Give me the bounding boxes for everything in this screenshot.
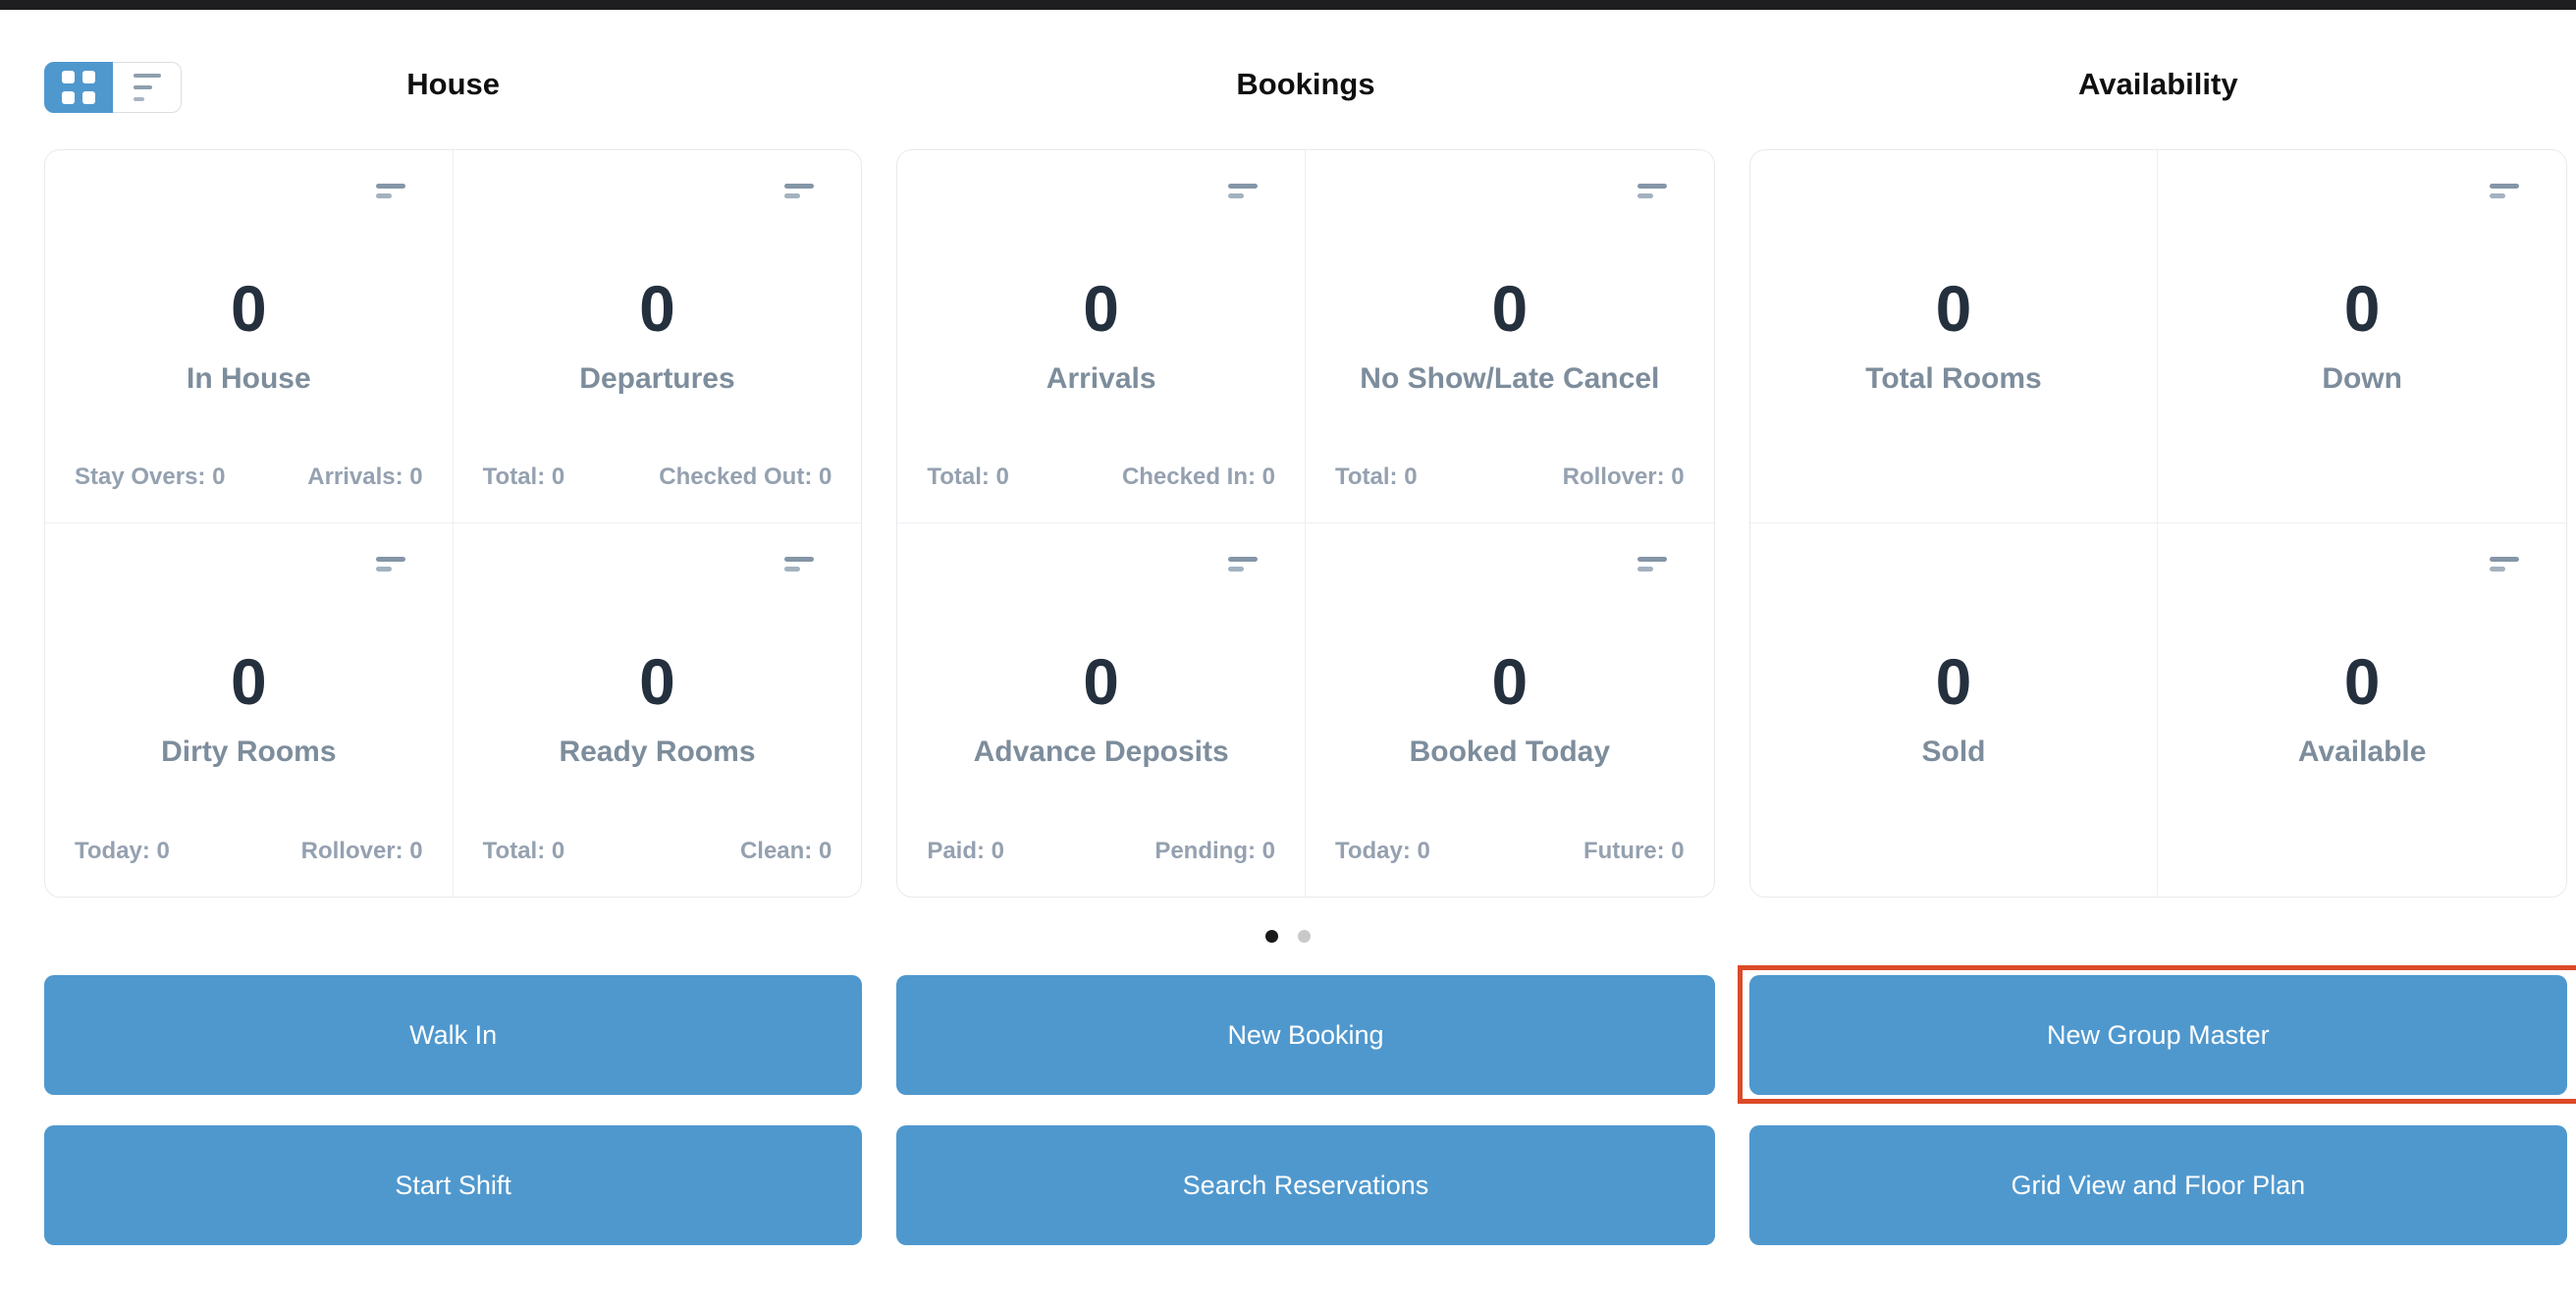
carousel-dot-active[interactable] xyxy=(1265,930,1278,943)
stat-value: 0 xyxy=(1083,272,1120,345)
card-group-availability: 0 Total Rooms 0 Down 0 Sold 0 Available xyxy=(1748,149,2567,898)
stat-label: Dirty Rooms xyxy=(161,736,337,768)
stat-footer-right: Checked Out: 0 xyxy=(659,463,832,490)
stat-label: Advance Deposits xyxy=(973,736,1229,768)
carousel-pagination xyxy=(0,930,2576,943)
start-shift-button[interactable]: Start Shift xyxy=(44,1125,863,1245)
stat-label: Sold xyxy=(1921,736,1986,768)
stat-footer-left: Today: 0 xyxy=(75,838,170,864)
carousel-dot[interactable] xyxy=(1298,930,1311,943)
stat-card-departures[interactable]: 0 Departures Total: 0 Checked Out: 0 xyxy=(453,150,862,523)
list-view-button[interactable] xyxy=(113,62,182,113)
stat-label: Departures xyxy=(579,362,735,395)
stat-value: 0 xyxy=(230,272,267,345)
stat-footer-left: Total: 0 xyxy=(482,463,565,490)
stat-card-no-show-late-cancel[interactable]: 0 No Show/Late Cancel Total: 0 Rollover:… xyxy=(1305,150,1714,523)
stat-footer-right: Pending: 0 xyxy=(1154,838,1275,864)
view-toggle xyxy=(44,62,182,113)
card-menu-icon[interactable] xyxy=(784,184,815,198)
grid-view-floor-plan-button[interactable]: Grid View and Floor Plan xyxy=(1748,1125,2567,1245)
stat-value: 0 xyxy=(639,645,675,718)
card-group-house: 0 In House Stay Overs: 0 Arrivals: 0 0 D… xyxy=(44,149,863,898)
card-menu-icon[interactable] xyxy=(1227,557,1258,572)
stat-card-total-rooms[interactable]: 0 Total Rooms xyxy=(1749,150,2159,523)
stat-value: 0 xyxy=(1491,272,1529,345)
stat-label: Booked Today xyxy=(1409,736,1611,768)
stat-label: Available xyxy=(2297,736,2427,768)
card-menu-icon[interactable] xyxy=(2489,557,2519,572)
stat-card-sold[interactable]: 0 Sold xyxy=(1750,523,2159,897)
card-menu-icon[interactable] xyxy=(784,557,815,572)
group-title-availability: Availability xyxy=(2078,67,2238,101)
card-menu-icon[interactable] xyxy=(375,557,405,572)
top-bar xyxy=(0,0,2576,10)
stat-card-available[interactable]: 0 Available xyxy=(2158,523,2566,897)
stat-value: 0 xyxy=(1491,645,1529,718)
stat-footer-right: Rollover: 0 xyxy=(300,838,423,864)
stat-label: Down xyxy=(2322,362,2402,395)
stat-footer-left: Paid: 0 xyxy=(927,838,1005,864)
list-icon xyxy=(133,74,161,101)
stat-footer-left: Stay Overs: 0 xyxy=(75,463,226,490)
new-booking-button[interactable]: New Booking xyxy=(896,975,1715,1095)
stat-footer-right: Clean: 0 xyxy=(739,838,832,864)
stat-value: 0 xyxy=(2343,272,2381,345)
card-group-bookings: 0 Arrivals Total: 0 Checked In: 0 0 No S… xyxy=(896,149,1715,898)
stat-groups: 0 In House Stay Overs: 0 Arrivals: 0 0 D… xyxy=(44,149,2567,898)
stat-label: Arrivals xyxy=(1046,362,1156,395)
stat-card-advance-deposits[interactable]: 0 Advance Deposits Paid: 0 Pending: 0 xyxy=(897,523,1306,897)
card-menu-icon[interactable] xyxy=(2489,184,2519,198)
stat-value: 0 xyxy=(230,645,267,718)
card-menu-icon[interactable] xyxy=(375,184,405,198)
card-menu-icon[interactable] xyxy=(1637,184,1667,198)
stat-footer-left: Today: 0 xyxy=(1334,838,1430,864)
walk-in-button[interactable]: Walk In xyxy=(44,975,863,1095)
stat-card-arrivals[interactable]: 0 Arrivals Total: 0 Checked In: 0 xyxy=(897,150,1306,523)
stat-footer-left: Total: 0 xyxy=(1334,463,1418,490)
stat-card-down[interactable]: 0 Down xyxy=(2158,150,2566,523)
stat-card-in-house[interactable]: 0 In House Stay Overs: 0 Arrivals: 0 xyxy=(45,150,454,523)
stat-card-dirty-rooms[interactable]: 0 Dirty Rooms Today: 0 Rollover: 0 xyxy=(45,523,454,897)
card-menu-icon[interactable] xyxy=(1227,184,1258,198)
stat-footer-right: Rollover: 0 xyxy=(1562,463,1685,490)
stat-card-booked-today[interactable]: 0 Booked Today Today: 0 Future: 0 xyxy=(1306,523,1714,897)
grid-view-button[interactable] xyxy=(44,62,113,113)
grid-icon xyxy=(62,71,95,104)
stat-label: Ready Rooms xyxy=(559,736,756,768)
stat-footer-left: Total: 0 xyxy=(927,463,1009,490)
stat-card-ready-rooms[interactable]: 0 Ready Rooms Total: 0 Clean: 0 xyxy=(454,523,862,897)
stat-value: 0 xyxy=(639,272,675,345)
stat-footer-right: Checked In: 0 xyxy=(1121,463,1275,490)
stat-value: 0 xyxy=(1935,272,1972,345)
header-row: House Bookings Availability xyxy=(44,62,2567,113)
search-reservations-button[interactable]: Search Reservations xyxy=(896,1125,1715,1245)
stat-footer-right: Arrivals: 0 xyxy=(307,463,423,490)
stat-label: Total Rooms xyxy=(1865,362,2042,395)
group-title-bookings: Bookings xyxy=(1236,67,1375,101)
new-group-master-button[interactable]: New Group Master xyxy=(1748,975,2567,1095)
action-buttons: Walk In New Booking New Group Master Sta… xyxy=(44,965,2576,1245)
stat-footer-left: Total: 0 xyxy=(482,838,565,864)
card-menu-icon[interactable] xyxy=(1637,557,1667,572)
stat-label: No Show/Late Cancel xyxy=(1360,362,1660,395)
group-title-house: House xyxy=(406,67,501,101)
stat-label: In House xyxy=(186,362,311,395)
stat-footer-right: Future: 0 xyxy=(1583,838,1685,864)
stat-value: 0 xyxy=(2343,645,2381,718)
stat-value: 0 xyxy=(1935,645,1972,718)
stat-value: 0 xyxy=(1083,645,1120,718)
